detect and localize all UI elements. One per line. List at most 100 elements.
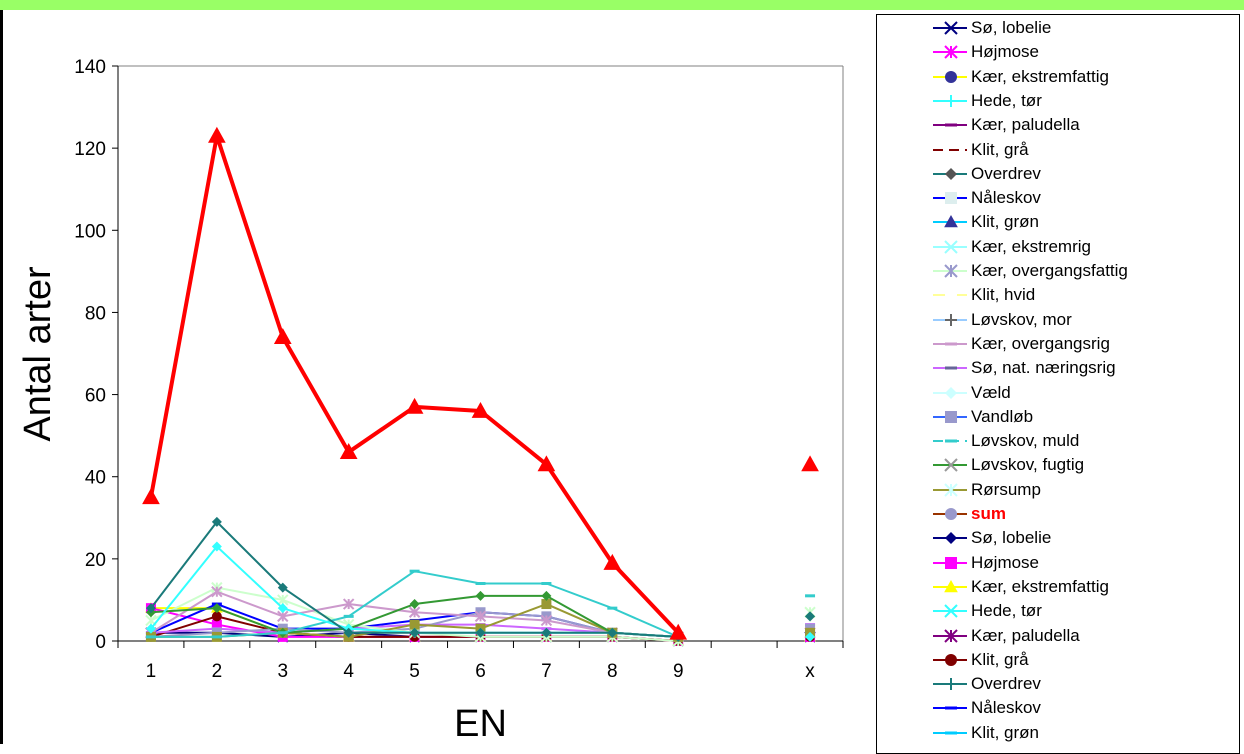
legend-item: Overdrev: [877, 673, 1240, 695]
data-point: [476, 582, 486, 585]
legend-swatch: [879, 698, 967, 718]
legend-label: Vandløb: [971, 406, 1033, 428]
y-tick-label: 80: [85, 303, 106, 324]
legend-marker: [945, 508, 957, 520]
legend-marker: [945, 387, 957, 399]
legend-swatch: [879, 553, 967, 573]
legend-label: Løvskov, mor: [971, 309, 1072, 331]
legend-label: Hede, tør: [971, 90, 1042, 112]
data-point: [278, 631, 288, 634]
x-tick-label: 4: [343, 661, 354, 682]
data-point: [805, 594, 815, 597]
legend-label: Kær, paludella: [971, 114, 1080, 136]
data-point: [410, 570, 420, 573]
data-point: [541, 582, 551, 585]
legend-label: Nåleskov: [971, 187, 1041, 209]
legend-label: Løvskov, fugtig: [971, 454, 1084, 476]
legend-item: Klit, hvid: [877, 284, 1240, 306]
legend-item: Højmose: [877, 41, 1240, 63]
x-tick-label: 1: [146, 661, 157, 682]
legend-item: Nåleskov: [877, 187, 1240, 209]
legend-label: Nåleskov: [971, 697, 1041, 719]
x-tick-label: 8: [607, 661, 618, 682]
legend-swatch: [879, 407, 967, 427]
x-tick-label: x: [805, 661, 815, 682]
legend-swatch: [879, 91, 967, 111]
legend-label: Højmose: [971, 552, 1039, 574]
data-point: [344, 615, 354, 618]
legend-label: Sø, nat. næringsrig: [971, 357, 1116, 379]
y-tick-label: 0: [95, 632, 106, 653]
legend-label: Sø, lobelie: [971, 527, 1051, 549]
legend-marker: [945, 654, 957, 666]
legend-swatch: [879, 261, 967, 281]
legend-item: Klit, grøn: [877, 722, 1240, 744]
legend-swatch: [879, 42, 967, 62]
legend-marker: [945, 192, 957, 204]
legend-item: Hede, tør: [877, 90, 1240, 112]
legend-swatch: [879, 528, 967, 548]
legend-label: Klit, grå: [971, 139, 1029, 161]
legend-marker: [945, 411, 957, 423]
legend-label: Klit, hvid: [971, 284, 1035, 306]
legend-swatch: [879, 310, 967, 330]
legend-swatch: [879, 431, 967, 451]
legend-item: Klit, grå: [877, 649, 1240, 671]
legend-label: Rørsump: [971, 479, 1041, 501]
data-point: [802, 456, 818, 470]
legend-marker: [945, 678, 957, 690]
legend-swatch: [879, 480, 967, 500]
legend-swatch: [879, 164, 967, 184]
legend-label: Kær, ekstremfattig: [971, 576, 1109, 598]
x-tick-label: 7: [541, 661, 552, 682]
legend-swatch: [879, 212, 967, 232]
legend-swatch: [879, 237, 967, 257]
legend-item: Vandløb: [877, 406, 1240, 428]
legend-item: Overdrev: [877, 163, 1240, 185]
series-sum: [143, 128, 818, 639]
legend-item: Rørsump: [877, 479, 1240, 501]
legend-swatch: [879, 115, 967, 135]
legend-label: Kær, ekstremrig: [971, 236, 1091, 258]
legend-swatch: [879, 577, 967, 597]
data-point: [476, 591, 486, 601]
legend-item: Sø, lobelie: [877, 17, 1240, 39]
legend-marker: [945, 168, 957, 180]
data-point: [805, 611, 815, 621]
legend-marker: [945, 367, 957, 370]
x-tick-label: 9: [673, 661, 684, 682]
legend-item: Hede, tør: [877, 600, 1240, 622]
legend-item: Kær, ekstremrig: [877, 236, 1240, 258]
chart-legend: Sø, lobelie Højmose Kær, ekstremfattig Hede…: [876, 14, 1240, 754]
x-tick-label: 2: [212, 661, 223, 682]
data-point: [146, 635, 156, 638]
legend-item: Kær, ekstremfattig: [877, 576, 1240, 598]
x-tick-label: 5: [409, 661, 420, 682]
legend-item: Klit, grå: [877, 139, 1240, 161]
legend-label: Hede, tør: [971, 600, 1042, 622]
legend-swatch: [879, 504, 967, 524]
legend-label: Kær, ekstremfattig: [971, 66, 1109, 88]
chart-plot: 0204060801001201401 2 3 4 5 6 7 8 9 x ENAntal art…: [0, 0, 876, 744]
legend-label: Kær, paludella: [971, 625, 1080, 647]
y-tick-label: 60: [85, 386, 106, 407]
legend-swatch: [879, 455, 967, 475]
data-point: [607, 607, 617, 610]
legend-item: Kær, paludella: [877, 114, 1240, 136]
legend-marker: [945, 342, 957, 345]
legend-label: Klit, grøn: [971, 211, 1039, 233]
data-point: [212, 635, 222, 638]
legend-marker: [945, 95, 957, 107]
legend-swatch: [879, 334, 967, 354]
legend-label: Overdrev: [971, 163, 1041, 185]
legend-swatch: [879, 358, 967, 378]
x-axis-title: EN: [454, 703, 507, 744]
legend-marker: [945, 124, 957, 127]
legend-marker: [945, 731, 957, 734]
legend-item: Kær, ekstremfattig: [877, 66, 1240, 88]
legend-item: Kær, overgangsfattig: [877, 260, 1240, 282]
legend-swatch: [879, 674, 967, 694]
y-tick-label: 100: [74, 221, 106, 242]
legend-marker: [945, 289, 957, 301]
legend-swatch: [879, 723, 967, 743]
